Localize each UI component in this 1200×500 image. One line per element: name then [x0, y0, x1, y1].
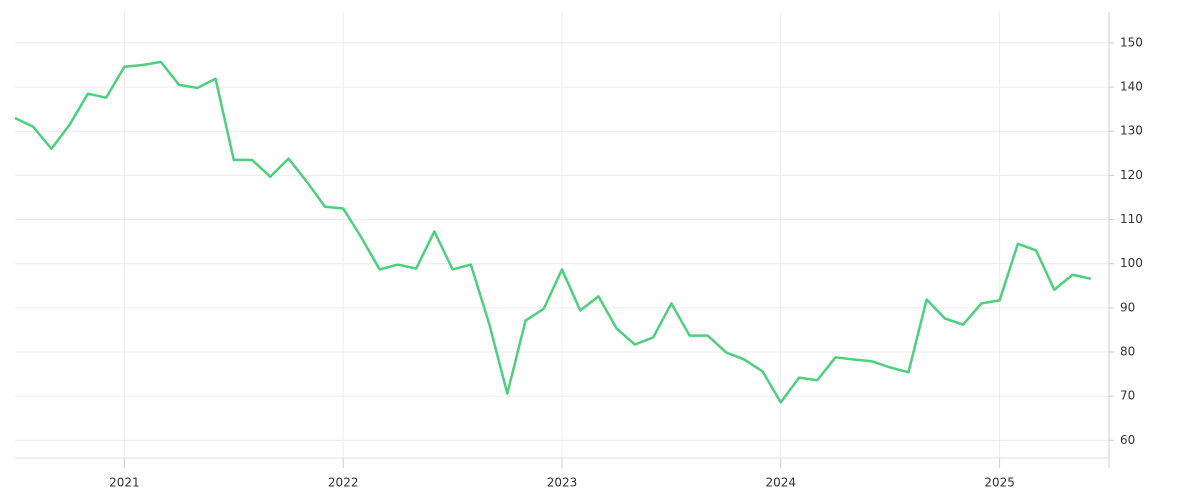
x-tick-label: 2024 — [766, 476, 797, 490]
x-tick-label: 2023 — [547, 476, 578, 490]
y-tick-label: 130 — [1120, 124, 1143, 138]
x-tick-label: 2022 — [328, 476, 359, 490]
x-tick-label: 2021 — [109, 476, 140, 490]
y-tick-label: 100 — [1120, 256, 1143, 270]
y-tick-label: 150 — [1120, 35, 1143, 49]
y-tick-label: 120 — [1120, 168, 1143, 182]
y-tick-label: 90 — [1120, 300, 1135, 314]
y-tick-label: 140 — [1120, 80, 1143, 94]
y-tick-label: 70 — [1120, 389, 1135, 403]
y-tick-label: 110 — [1120, 212, 1143, 226]
y-tick-label: 80 — [1120, 345, 1135, 359]
x-tick-label: 2025 — [984, 476, 1015, 490]
y-tick-label: 60 — [1120, 433, 1135, 447]
line — [14, 60, 1092, 404]
